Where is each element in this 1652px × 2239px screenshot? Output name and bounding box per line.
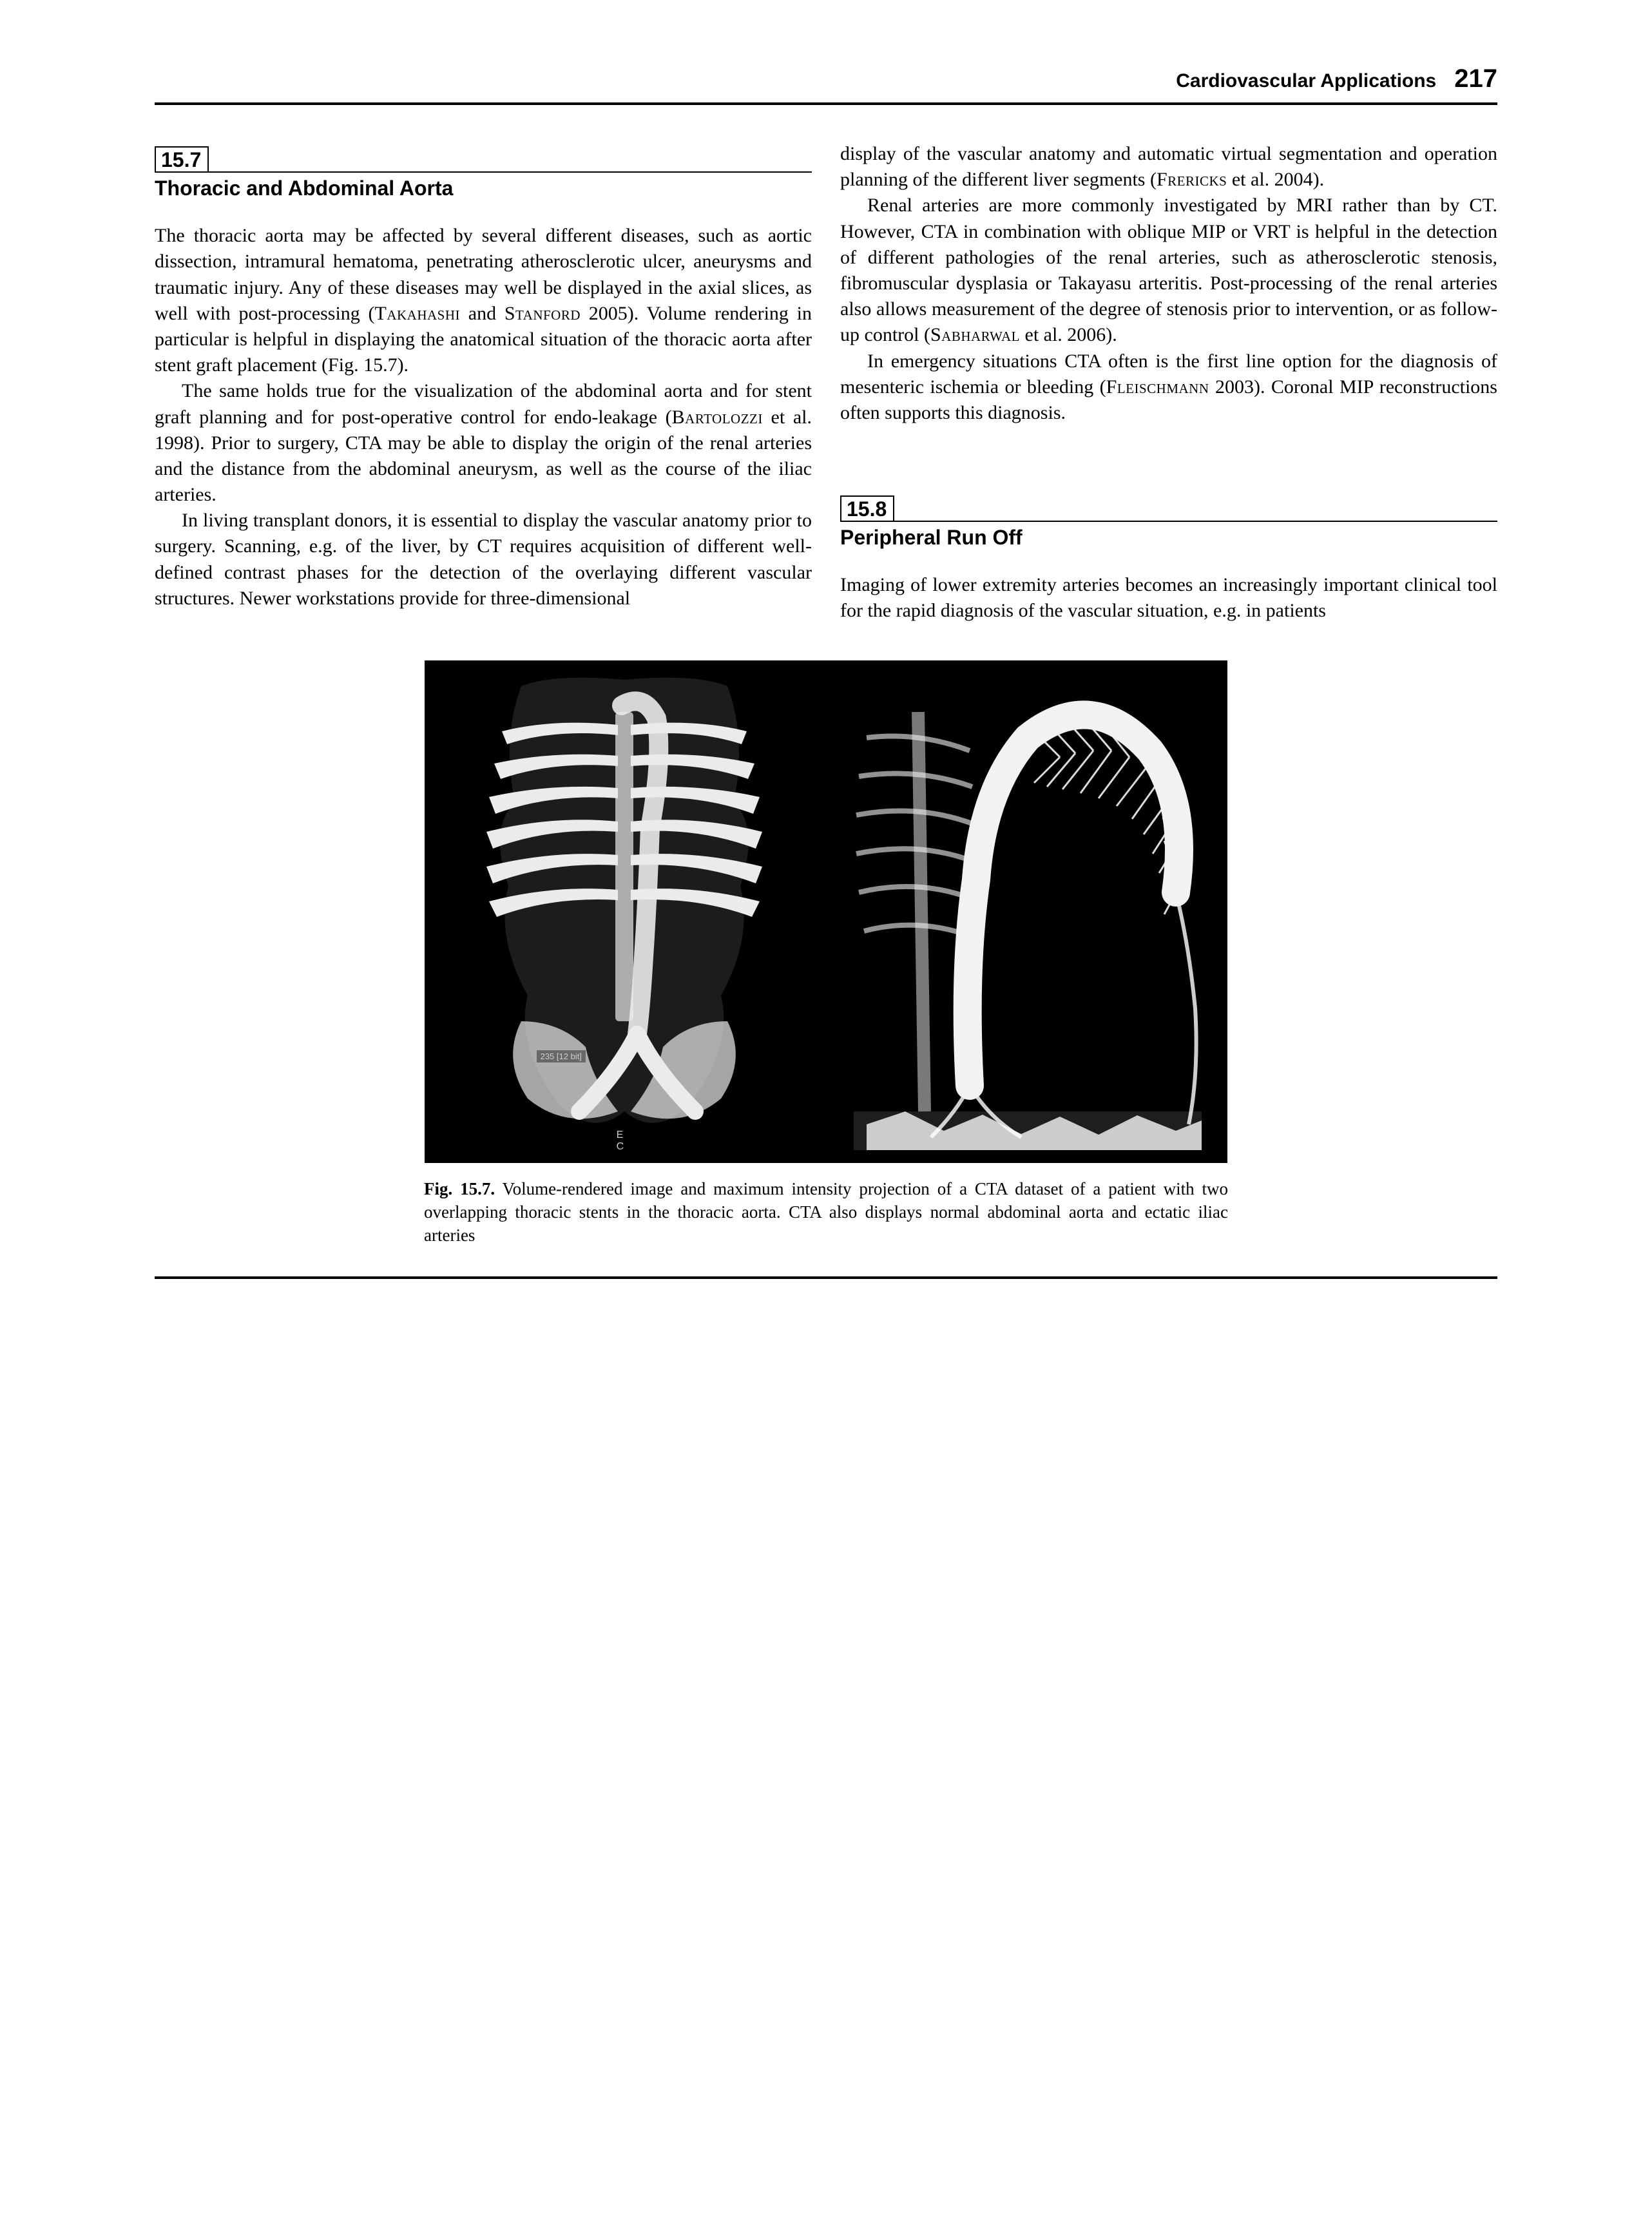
section-158: 15.8 Peripheral Run Off Imaging of lower… (840, 490, 1497, 624)
paragraph: The same holds true for the visualizatio… (155, 378, 812, 508)
running-header: Cardiovascular Applications 217 (155, 64, 1497, 105)
figure-panel-right (828, 660, 1227, 1163)
figure-caption: Fig. 15.7. Volume-rendered image and max… (424, 1177, 1228, 1247)
figure-panel-left: 235 [12 bit] E C (425, 660, 824, 1163)
figure-panel-label: E C (617, 1129, 624, 1152)
figure-panels: 235 [12 bit] E C (425, 660, 1227, 1163)
left-column: 15.7 Thoracic and Abdominal Aorta The th… (155, 141, 812, 624)
footer-rule (155, 1276, 1497, 1279)
section-157: 15.7 Thoracic and Abdominal Aorta The th… (155, 141, 812, 611)
paragraph: In emergency situations CTA often is the… (840, 349, 1497, 427)
section-number: 15.7 (155, 146, 209, 171)
section-title: Peripheral Run Off (840, 521, 1497, 550)
figure-badge: 235 [12 bit] (537, 1050, 586, 1062)
figure-15-7: 235 [12 bit] E C (155, 660, 1497, 1247)
page-number: 217 (1454, 64, 1497, 93)
figure-caption-text: Volume-rendered image and maximum intens… (424, 1179, 1228, 1245)
right-column: display of the vascular anatomy and auto… (840, 141, 1497, 624)
paragraph: Imaging of lower extremity arteries beco… (840, 572, 1497, 624)
paragraph: In living transplant donors, it is essen… (155, 508, 812, 611)
section-title: Thoracic and Abdominal Aorta (155, 171, 812, 201)
text-columns: 15.7 Thoracic and Abdominal Aorta The th… (155, 141, 1497, 624)
figure-number: Fig. 15.7. (424, 1179, 495, 1198)
paragraph: display of the vascular anatomy and auto… (840, 141, 1497, 193)
section-number: 15.8 (840, 495, 894, 521)
paragraph: The thoracic aorta may be affected by se… (155, 223, 812, 378)
paragraph: Renal arteries are more commonly investi… (840, 193, 1497, 348)
running-title: Cardiovascular Applications (1176, 70, 1436, 92)
